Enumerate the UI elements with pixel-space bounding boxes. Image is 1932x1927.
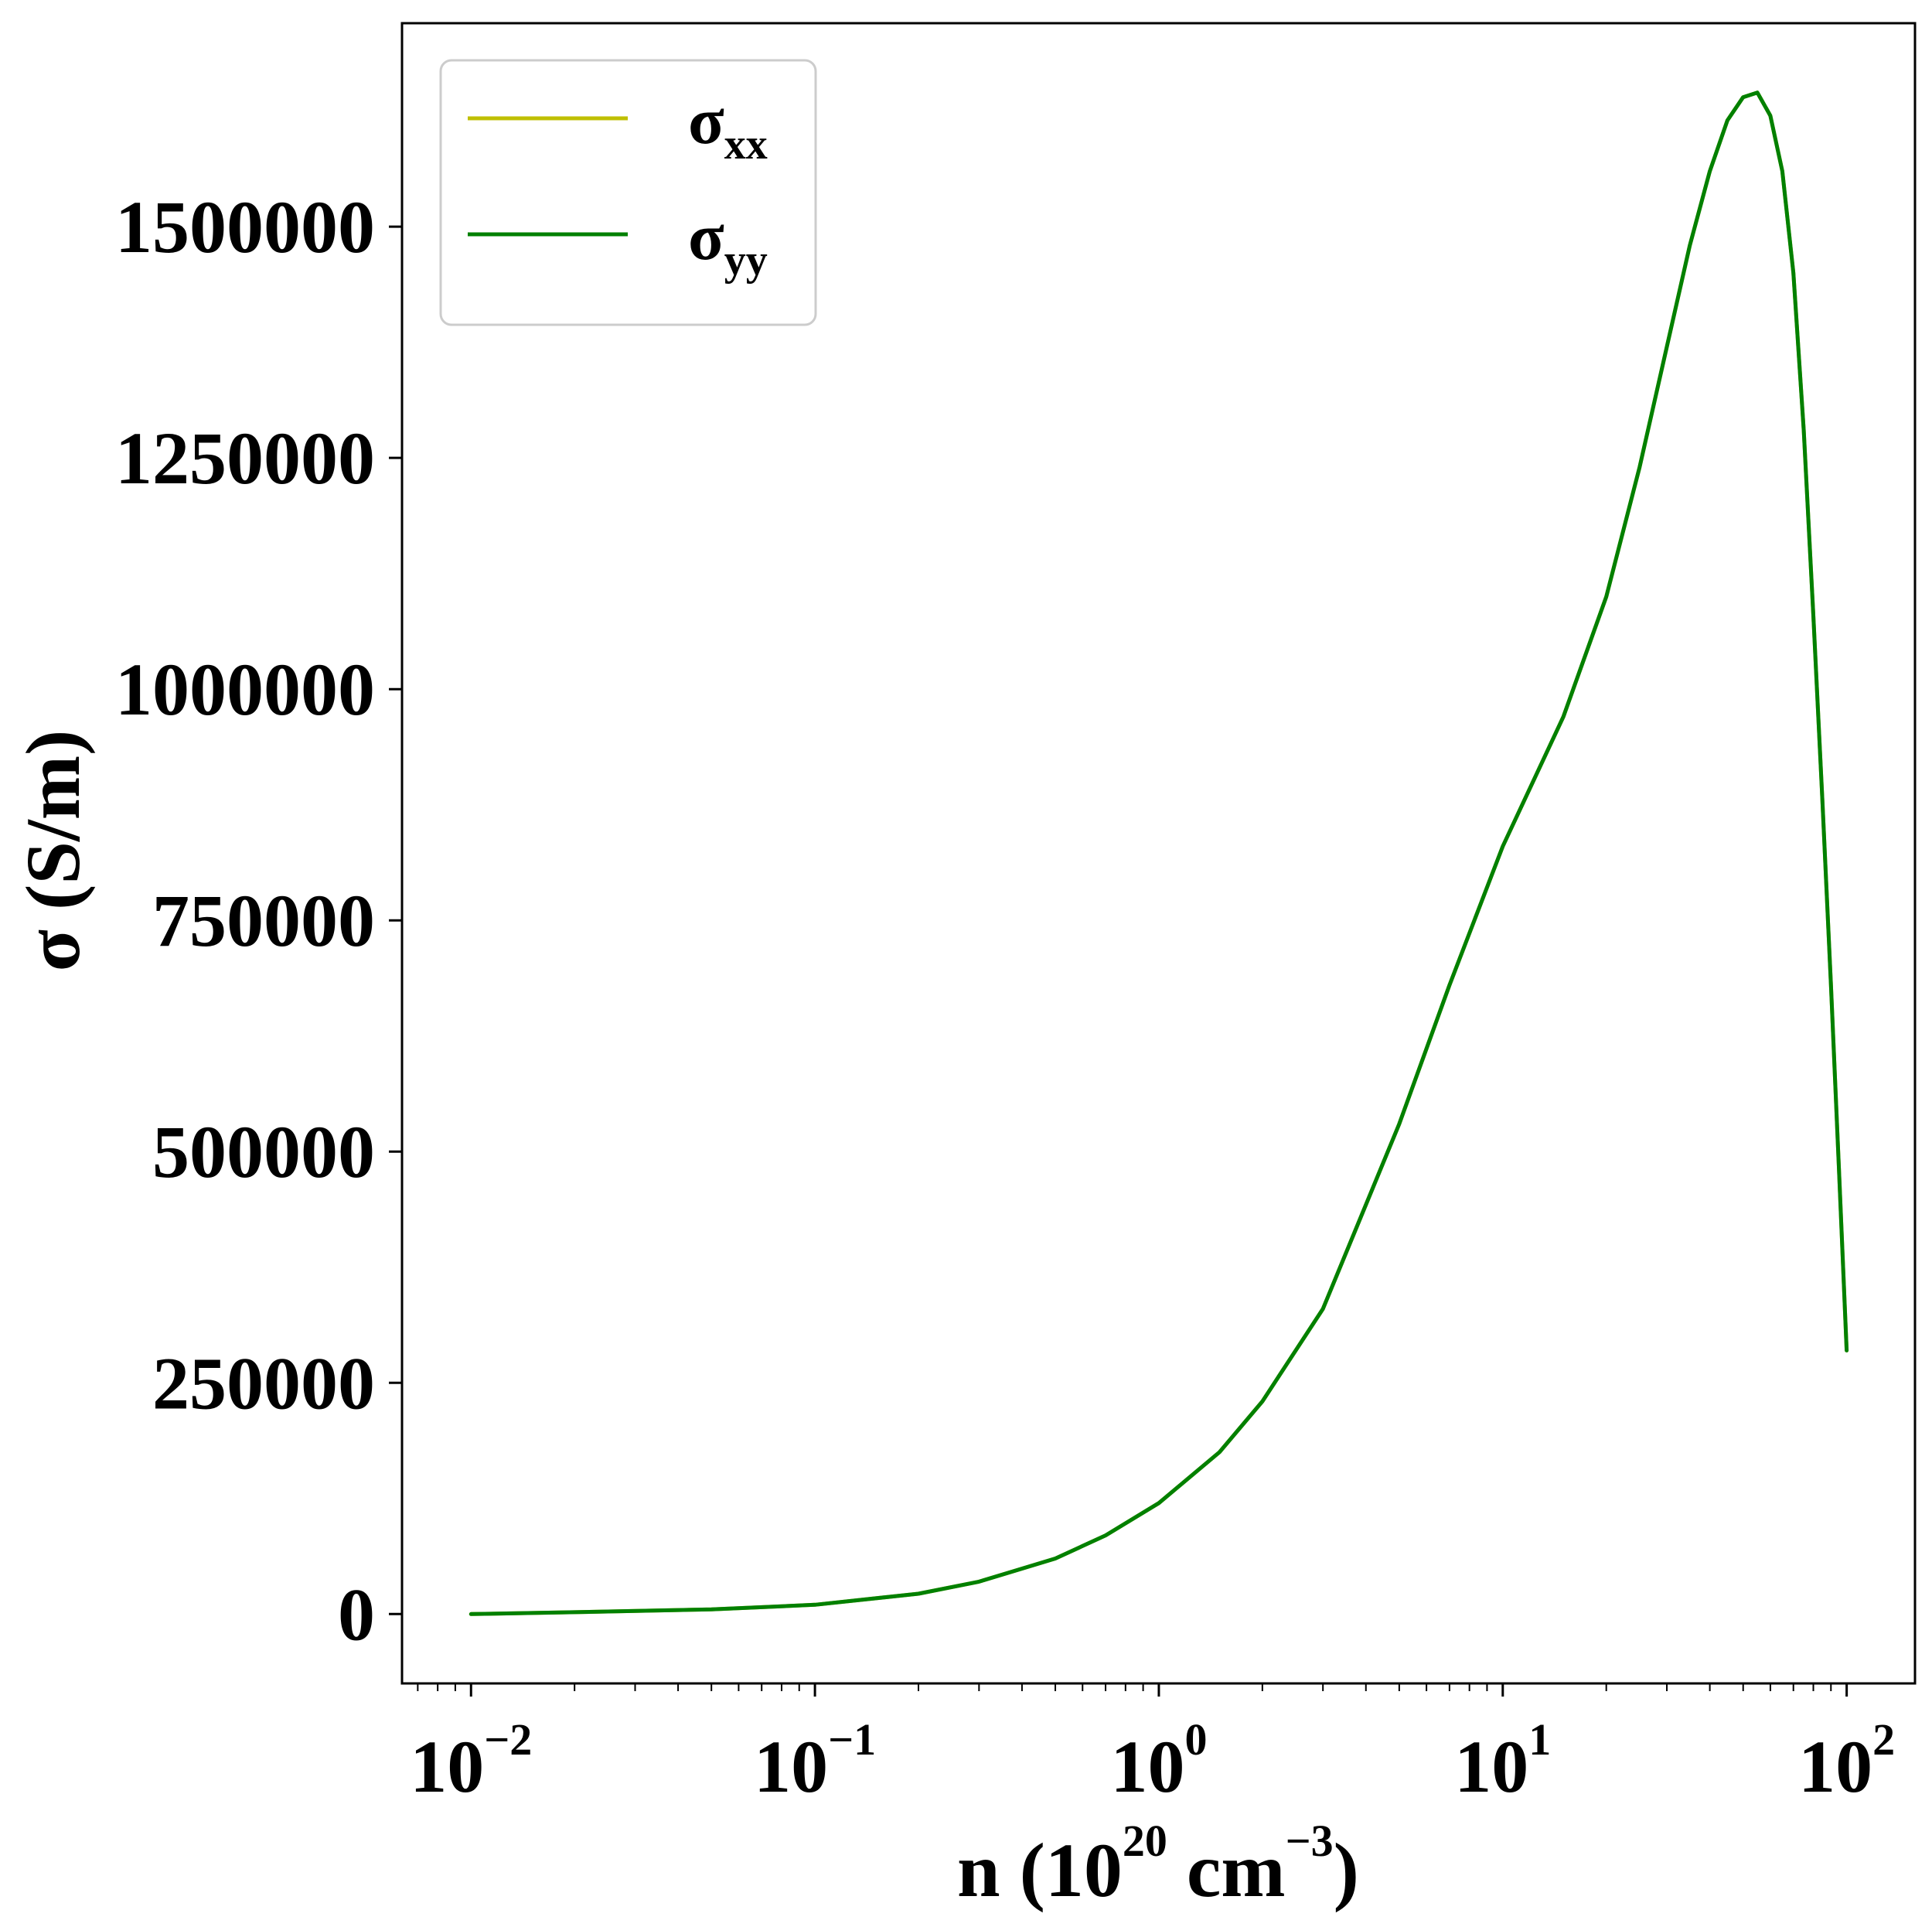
x-tick-label-exponent: 2 (1872, 1714, 1895, 1765)
y-tick-label: 500000 (152, 1110, 375, 1193)
series-line-yy (469, 90, 1849, 1616)
x-axis-label-exponent: 20 (1123, 1816, 1167, 1866)
legend-label-sigma-yy: σyy (688, 200, 768, 285)
x-axis-label-unit-exponent: −3 (1286, 1816, 1334, 1866)
legend-label-sigma-yy-base: σ (688, 200, 724, 274)
x-axis-label-end: ) (1334, 1827, 1359, 1913)
x-axis-minor-ticks (417, 1683, 1832, 1691)
x-tick-label: 10−1 (754, 1714, 876, 1808)
y-tick-label: 1500000 (115, 186, 375, 268)
x-tick-label-base: 10 (1454, 1725, 1528, 1808)
plot-frame (400, 22, 1917, 1685)
legend-label-sigma-xx: σxx (688, 84, 768, 169)
x-tick-label: 102 (1798, 1714, 1895, 1808)
y-axis-ticks: 0 250000 500000 750000 1000000 1250000 1500000 (115, 186, 402, 1656)
x-tick-label-exponent: −2 (484, 1714, 532, 1765)
legend-label-sigma-yy-sub: yy (724, 237, 768, 285)
legend: σxx σyy (439, 59, 817, 326)
x-tick-label-base: 10 (1110, 1725, 1184, 1808)
y-tick-label: 0 (338, 1573, 375, 1656)
x-tick-label: 101 (1454, 1714, 1551, 1808)
x-axis-label: n (1020 cm−3) (957, 1816, 1359, 1913)
x-tick-label-base: 10 (754, 1725, 828, 1808)
y-tick-label: 1250000 (115, 417, 375, 500)
legend-label-sigma-xx-sub: xx (724, 121, 768, 169)
x-axis-label-base: n (10 (957, 1827, 1123, 1913)
plot-area (469, 90, 1849, 1616)
x-axis-ticks: 10−2 10−1 100 101 102 (410, 1683, 1895, 1808)
y-tick-label: 250000 (152, 1342, 375, 1424)
x-tick-label-exponent: 0 (1184, 1714, 1207, 1765)
x-axis-label-unit: cm (1167, 1827, 1286, 1913)
x-tick-label-exponent: 1 (1528, 1714, 1551, 1765)
x-tick-label-base: 10 (410, 1725, 484, 1808)
y-tick-label: 750000 (152, 879, 375, 962)
x-tick-label: 10−2 (410, 1714, 532, 1808)
y-axis-label: σ (S/m) (10, 730, 96, 972)
x-tick-label: 100 (1110, 1714, 1207, 1808)
x-tick-label-base: 10 (1798, 1725, 1872, 1808)
x-tick-label-exponent: −1 (828, 1714, 876, 1765)
legend-label-sigma-xx-base: σ (688, 84, 724, 158)
y-tick-label: 1000000 (115, 648, 375, 731)
legend-box (439, 59, 817, 326)
